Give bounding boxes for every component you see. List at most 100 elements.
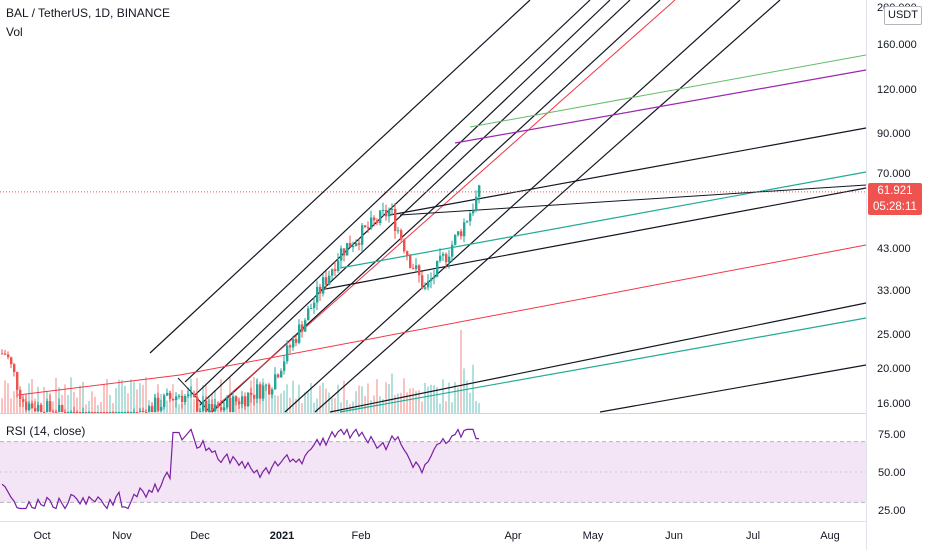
candle-body bbox=[151, 406, 154, 412]
candle-body bbox=[250, 392, 253, 395]
volume-bar bbox=[316, 398, 318, 413]
candle-body bbox=[274, 374, 277, 390]
trendline bbox=[319, 187, 867, 291]
volume-bar bbox=[427, 386, 429, 413]
time-axis-label: Feb bbox=[352, 530, 371, 542]
candle-body bbox=[322, 277, 325, 294]
time-axis-label: Apr bbox=[504, 530, 521, 542]
volume-bar bbox=[439, 403, 441, 413]
candle-body bbox=[127, 412, 130, 413]
volume-bar bbox=[37, 386, 39, 413]
volume-bar bbox=[103, 383, 105, 413]
candle-body bbox=[439, 255, 442, 261]
candle-body bbox=[247, 392, 250, 407]
volume-bar bbox=[121, 379, 123, 413]
volume-bar bbox=[106, 378, 108, 413]
volume-bar bbox=[325, 388, 327, 413]
trendline bbox=[179, 244, 867, 376]
candle-body bbox=[160, 406, 163, 411]
volume-bar bbox=[382, 399, 384, 413]
time-axis-label: Dec bbox=[190, 530, 210, 542]
volume-bar bbox=[418, 390, 420, 413]
candle-body bbox=[466, 221, 469, 223]
candle-body bbox=[154, 397, 157, 412]
trendline bbox=[199, 0, 631, 406]
volume-bar bbox=[118, 379, 120, 413]
candle-body bbox=[400, 230, 403, 240]
candle-body bbox=[184, 396, 187, 402]
rsi-legend[interactable]: RSI (14, close) bbox=[6, 424, 86, 438]
volume-bar bbox=[475, 400, 477, 413]
candle-body bbox=[133, 412, 136, 413]
volume-bar bbox=[466, 380, 468, 413]
candle-body bbox=[142, 410, 145, 412]
candle-body bbox=[355, 242, 358, 246]
candle-body bbox=[235, 396, 238, 402]
volume-bar bbox=[127, 393, 129, 413]
candle-body bbox=[379, 210, 382, 223]
volume-bar bbox=[424, 382, 426, 413]
candle-body bbox=[181, 395, 184, 402]
volume-bar bbox=[349, 404, 351, 413]
volume-bar bbox=[178, 404, 180, 413]
volume-bar bbox=[454, 382, 456, 413]
candle-body bbox=[436, 260, 439, 277]
rsi-line-group bbox=[1, 427, 479, 510]
volume-bar bbox=[400, 392, 402, 413]
volume-bar bbox=[460, 329, 462, 413]
volume-bar bbox=[193, 399, 195, 413]
volume-bar bbox=[415, 390, 417, 413]
candle-body bbox=[109, 412, 112, 413]
candle-body bbox=[214, 404, 217, 412]
price-axis-label: 43.000 bbox=[877, 243, 911, 255]
volume-bar bbox=[124, 386, 126, 413]
candle-body bbox=[175, 396, 178, 401]
volume-bar bbox=[187, 387, 189, 413]
candle-body bbox=[94, 412, 97, 413]
volume-bar bbox=[451, 402, 453, 413]
candle-body bbox=[82, 412, 85, 413]
volume-bar bbox=[334, 398, 336, 413]
candle-body bbox=[106, 412, 109, 413]
volume-bar bbox=[391, 373, 393, 413]
trendline bbox=[17, 374, 181, 396]
candle-body bbox=[190, 393, 193, 395]
candle-body bbox=[331, 269, 334, 276]
candle-body bbox=[196, 397, 199, 412]
candle-body bbox=[424, 287, 427, 289]
volume-bar bbox=[1, 398, 3, 413]
candle-body bbox=[316, 286, 319, 303]
candle-body bbox=[139, 410, 142, 412]
candle-body bbox=[478, 185, 481, 197]
volume-bar bbox=[409, 388, 411, 413]
last-price-tag: 61.921 bbox=[868, 183, 922, 199]
volume-bar bbox=[55, 377, 57, 413]
candle-body bbox=[193, 393, 196, 398]
volume-bar bbox=[346, 399, 348, 413]
volume-bar bbox=[82, 381, 84, 413]
symbol-title[interactable]: BAL / TetherUS, 1D, BINANCE bbox=[6, 6, 171, 20]
time-axis-border bbox=[0, 521, 866, 522]
candle-body bbox=[277, 374, 280, 378]
candle-body bbox=[10, 357, 13, 365]
volume-bar bbox=[337, 384, 339, 413]
volume-bar bbox=[100, 401, 102, 413]
candle-body bbox=[292, 339, 295, 348]
candle-body bbox=[310, 307, 313, 309]
candle-body bbox=[307, 308, 310, 321]
volume-legend[interactable]: Vol bbox=[6, 25, 23, 39]
volume-bar bbox=[280, 393, 282, 413]
trendline bbox=[329, 302, 867, 413]
candle-body bbox=[340, 248, 343, 261]
candle-body bbox=[298, 324, 301, 343]
volume-bar bbox=[448, 382, 450, 413]
volume-bar bbox=[430, 384, 432, 413]
candle-body bbox=[40, 405, 43, 412]
candle-body bbox=[337, 260, 340, 271]
trendline bbox=[194, 0, 611, 396]
volume-bar bbox=[403, 378, 405, 413]
candle-body bbox=[73, 412, 76, 413]
currency-badge[interactable]: USDT bbox=[884, 6, 922, 25]
